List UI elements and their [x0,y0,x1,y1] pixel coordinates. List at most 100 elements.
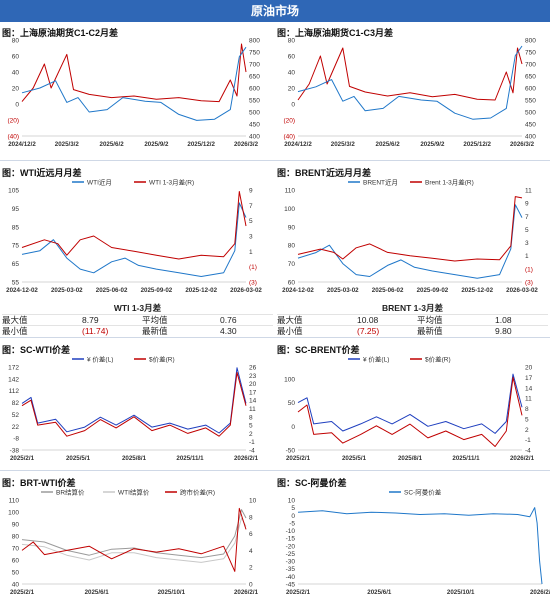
stats-label: 最新值 [142,326,168,336]
x-tick-label: 2025-09-02 [417,287,449,294]
legend-label: Brent 1-3月差(R) [425,178,474,187]
stats-value: 10.08 [357,315,379,325]
stats-value: 0.76 [220,315,237,325]
legend-label: WTI结算价 [118,488,150,497]
y-tick-label: 0 [15,102,19,109]
y-tick-label: 40 [12,70,20,77]
series-line-0 [297,204,523,279]
y2-tick-label: 1 [525,253,529,260]
panel-title-brent-spread: 图：BRENT近远月月差 [277,168,371,178]
chart-sc-c1c3: 80 60 40 20 0 (20) (40) 800 750 700 650 600 550 500 45… [283,38,536,149]
y2-tick-label: 750 [525,50,536,57]
y2-tick-label: 3 [249,234,253,241]
x-tick-label: 2025-03-02 [51,287,83,294]
y-tick-label: -35 [286,566,296,573]
y-tick-label: 75 [12,243,20,250]
divider [0,337,550,338]
y-tick-label: -10 [286,528,296,535]
y-tick-label: (40) [7,134,19,141]
y2-tick-label: 1 [249,249,253,256]
x-tick-label: 2026-03-02 [230,287,262,294]
stats-title: BRENT 1-3月差 [382,303,443,313]
x-tick-label: 2025-12-02 [185,287,217,294]
x-tick-label: 2025/6/2 [376,141,401,148]
y2-tick-label: 11 [525,188,532,195]
y2-tick-label: 23 [249,373,257,380]
series-line-0 [297,47,523,101]
y2-tick-label: 650 [249,74,260,81]
x-tick-label: 2025/3/2 [55,141,80,148]
series-line-0 [297,507,543,585]
chart-brent-spread: 110 100 90 80 70 60 11 9 7 5 3 1 (1) (3) 2024-12-02 202… [282,178,538,295]
y-tick-label: 10 [288,498,296,505]
y2-tick-label: 20 [249,381,257,388]
y-tick-label: 85 [12,224,20,231]
x-tick-label: 2026/2/1 [234,455,259,462]
y-tick-label: 20 [12,86,20,93]
stats-row: 最小值 (7.25) 最新值 9.80 [277,325,548,337]
y2-tick-label: 3 [525,240,529,247]
y2-tick-label: 7 [525,214,529,221]
y2-tick-label: 800 [249,38,260,45]
y-tick-label: 5 [291,505,295,512]
stats-label: 最新值 [417,326,443,336]
y2-tick-label: 550 [525,98,536,105]
y2-tick-label: 8 [249,514,253,521]
legend-label: SC-阿曼价差 [404,488,442,497]
y2-tick-label: -1 [249,439,255,446]
x-tick-label: 2025/5/1 [342,455,367,462]
y2-tick-label: (3) [249,280,257,287]
y-tick-label: 112 [9,388,20,395]
x-tick-label: 2025/10/1 [447,589,475,596]
series-line-0 [21,367,247,434]
y-tick-label: 100 [284,376,295,383]
series-line-1 [297,196,523,262]
y-tick-label: 50 [288,400,296,407]
page-title: 原油市场 [0,0,550,22]
series-line-1 [297,376,523,447]
y2-tick-label: (1) [525,266,533,273]
y-tick-label: 70 [12,546,20,553]
series-line-2 [21,507,247,572]
y-tick-label: -15 [286,536,296,543]
stats-label: 最小值 [2,326,28,336]
y-tick-label: 20 [288,86,296,93]
x-tick-label: 2025/6/1 [367,589,392,596]
y-tick-label: (20) [283,118,295,125]
y-tick-label: 60 [288,54,296,61]
y2-tick-label: 0 [249,582,253,589]
y2-tick-label: 6 [249,531,253,538]
y-tick-label: 60 [12,54,20,61]
x-tick-label: 2025/5/1 [66,455,91,462]
x-tick-label: 2025/6/2 [100,141,125,148]
panel-title-sc-c1c2: 图：上海原油期货C1-C2月差 [2,28,119,38]
y-tick-label: 100 [284,206,295,213]
y-tick-label: 100 [8,510,19,517]
x-tick-label: 2026/3/2 [234,141,259,148]
y2-tick-label: 600 [249,86,260,93]
y-tick-label: 105 [8,188,19,195]
stats-label: 最大值 [2,315,28,325]
x-tick-label: 2025/11/1 [176,455,204,462]
x-tick-label: 2025/2/1 [10,589,35,596]
x-tick-label: 2024-12-02 [282,287,314,294]
chart-sc-brent: 100 50 0 -50 20 17 14 11 8 5 2 -1 -4 2025/2/1 2025/5/1… [284,355,534,463]
x-tick-label: 2025/3/2 [331,141,356,148]
series-line-1 [21,372,247,437]
y-tick-label: (20) [7,118,19,125]
y-tick-label: 40 [288,70,296,77]
stats-value: (7.25) [357,326,380,336]
x-tick-label: 2025/8/1 [398,455,423,462]
x-tick-label: 2025-06-02 [372,287,404,294]
y2-tick-label: -4 [249,448,255,455]
series-line-1 [21,46,247,121]
y2-tick-label: 400 [525,134,536,141]
y-tick-label: 60 [12,558,20,565]
chart-sc-c1c2: 80 60 40 20 0 (20) (40) 800 750 700 650 600 550 500 45… [7,38,260,149]
y2-tick-label: 2 [249,565,253,572]
legend-label: ¥ 价差(L) [363,355,389,364]
stats-label: 最小值 [277,326,303,336]
divider [0,470,550,471]
y2-tick-label: 2 [249,431,253,438]
panel-title-sc-c1c3: 图：上海原油期货C1-C3月差 [277,28,394,38]
